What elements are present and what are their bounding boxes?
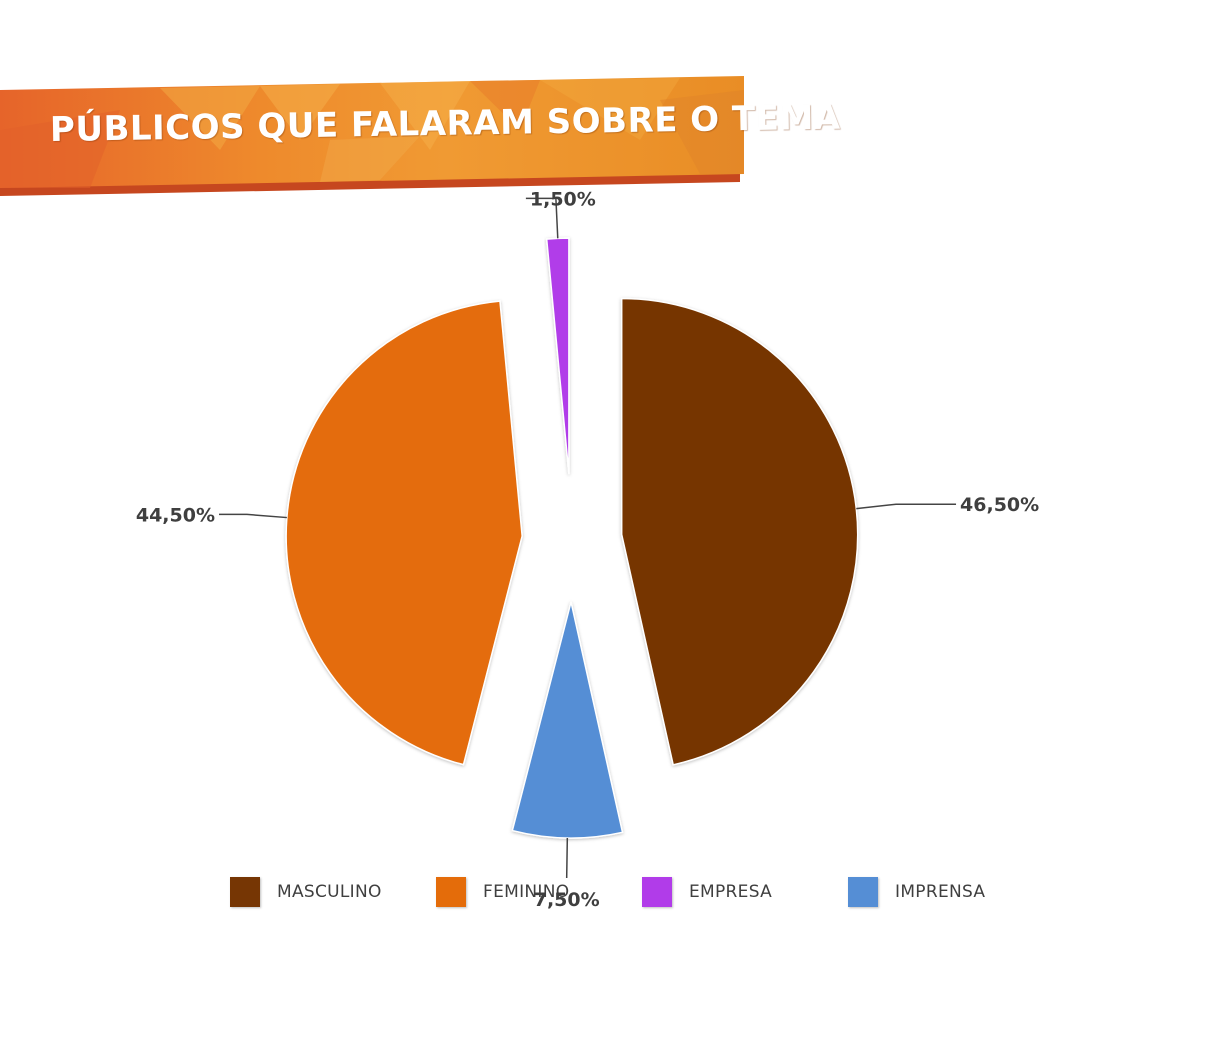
legend-label-masculino: MASCULINO [277, 882, 382, 902]
pie-slice-masculino [620, 297, 859, 766]
leader-line-empresa [525, 197, 559, 239]
legend-item-feminino: FEMININO [436, 876, 569, 908]
data-label-feminino: 44,50% [136, 504, 215, 526]
legend-label-feminino: FEMININO [483, 882, 570, 902]
legend-label-imprensa: IMPRENSA [895, 882, 986, 902]
pie-slice-empresa [545, 237, 570, 475]
legend-swatch-imprensa [848, 877, 878, 907]
data-label-imprensa: 7,50% [534, 889, 600, 911]
legend-item-masculino: MASCULINO [230, 876, 382, 908]
leader-line-masculino [856, 503, 957, 510]
legend-swatch-feminino [436, 877, 466, 907]
leader-line-imprensa [565, 837, 569, 878]
legend-swatch-masculino [230, 877, 260, 907]
banner-background [0, 76, 744, 196]
title-banner [0, 70, 760, 200]
pie-slice-feminino [285, 300, 523, 766]
legend-item-imprensa: IMPRENSA [848, 876, 985, 908]
legend-swatch-empresa [642, 877, 672, 907]
pie-slice-imprensa [511, 601, 624, 839]
data-label-masculino: 46,50% [960, 494, 1039, 516]
chart-legend: MASCULINO FEMININO EMPRESA IMPRENSA [230, 876, 1030, 908]
legend-label-empresa: EMPRESA [689, 882, 773, 902]
data-label-empresa: 1,50% [530, 188, 596, 210]
leader-line-feminino [219, 513, 287, 519]
legend-item-empresa: EMPRESA [642, 876, 772, 908]
